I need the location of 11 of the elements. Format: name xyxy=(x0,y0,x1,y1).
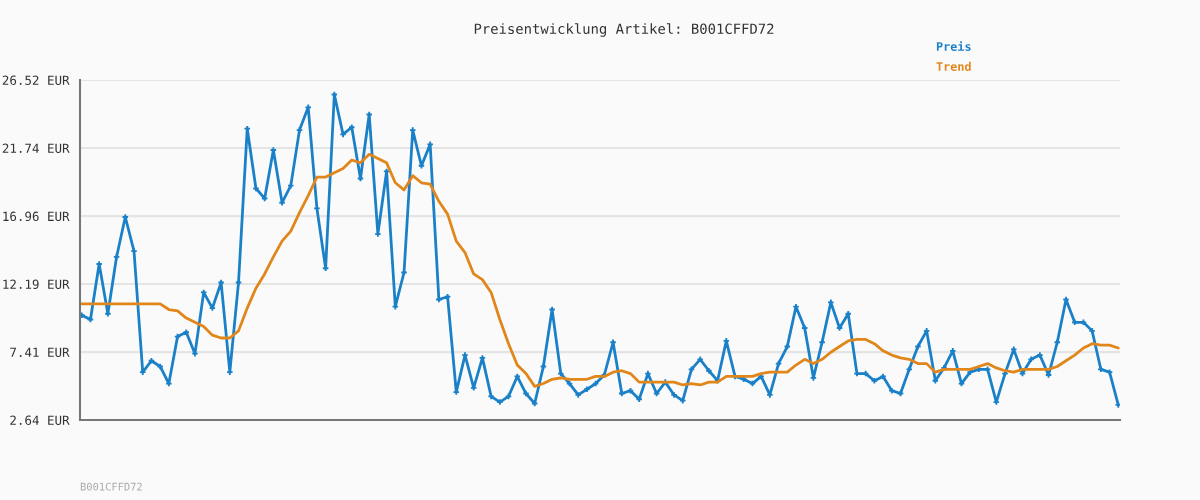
text: Preis xyxy=(936,41,971,51)
line-series xyxy=(80,152,1120,388)
chart-title: Preisentwicklung Artikel: B001CFFD72 xyxy=(474,23,774,37)
y-tick-label: 7.41 EUR xyxy=(10,347,70,358)
y-tick-label: 21.74 EUR xyxy=(2,143,70,154)
y-tick-label: 16.96 EUR xyxy=(3,211,70,222)
y-tick-label: 26.52 EUR xyxy=(2,75,70,85)
text: Trend xyxy=(936,61,971,71)
y-tick-label: 12.19 EUR xyxy=(3,279,70,289)
text: B001CFFD72 xyxy=(80,482,142,491)
y-tick-label: 2.64 EUR xyxy=(10,415,70,425)
